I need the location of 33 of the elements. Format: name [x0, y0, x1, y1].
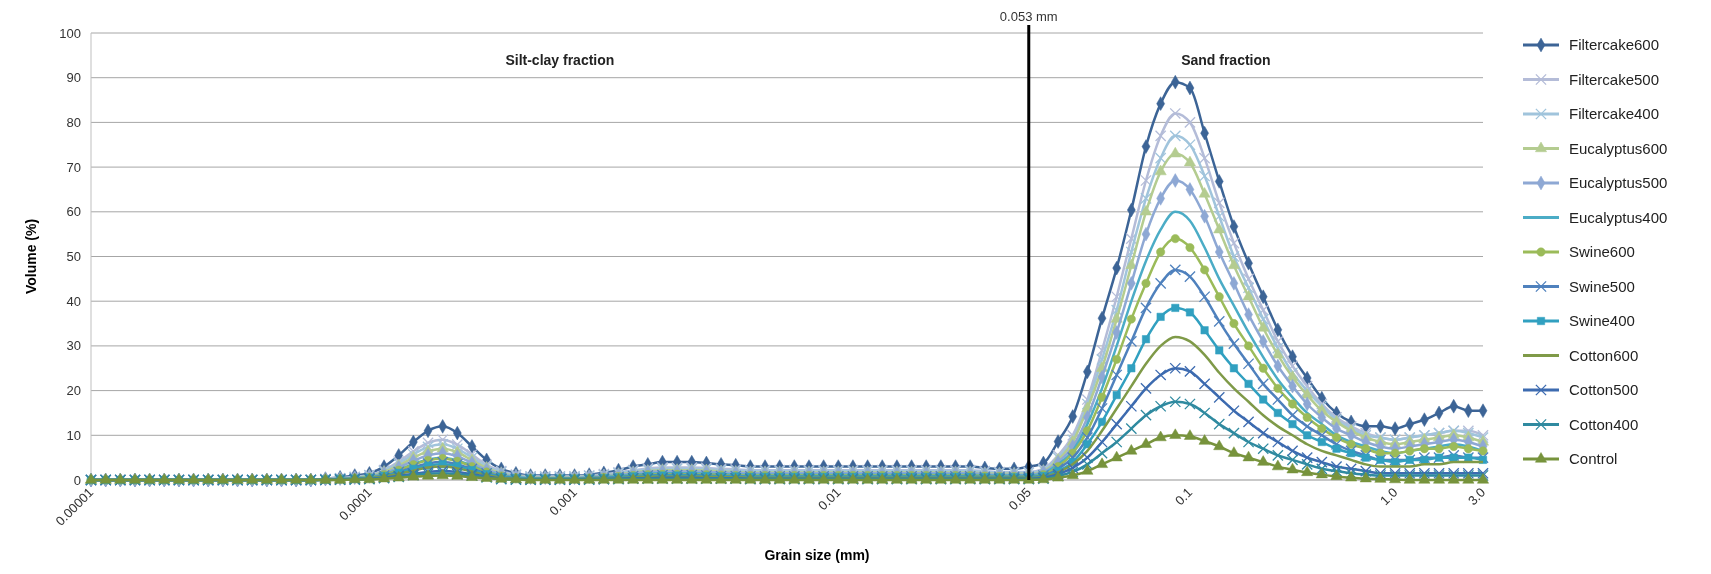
y-tick-label: 90 [66, 70, 81, 86]
legend-label: Eucalyptus500 [1569, 174, 1668, 192]
x-axis-title: Grain size (mm) [764, 547, 870, 563]
legend-label: Filtercake500 [1569, 70, 1660, 88]
y-tick-label: 30 [66, 338, 81, 354]
annotation: Silt-clay fraction [505, 52, 615, 68]
y-tick-label: 100 [59, 25, 81, 41]
legend-label: Swine400 [1569, 312, 1635, 330]
legend-label: Swine500 [1569, 277, 1635, 295]
legend-label: Cotton500 [1569, 381, 1639, 399]
x-tick-label: 0.01 [815, 484, 844, 514]
legend-label: Filtercake400 [1569, 105, 1660, 123]
y-tick-label: 10 [66, 427, 81, 443]
x-tick-label: 3.0 [1464, 484, 1489, 509]
legend-label: Cotton600 [1569, 346, 1639, 364]
y-axis-title: Volume (%) [23, 218, 39, 295]
y-tick-label: 80 [66, 114, 81, 130]
y-tick-label: 40 [66, 293, 81, 309]
legend-label: Swine600 [1569, 243, 1635, 261]
y-tick-label: 60 [66, 204, 81, 220]
ref-line-label: 0.053 mm [999, 9, 1058, 24]
y-tick-label: 0 [73, 472, 81, 488]
x-tick-label: 1.0 [1377, 484, 1401, 509]
legend-label: Control [1569, 450, 1618, 468]
legend-label: Filtercake600 [1569, 36, 1660, 54]
annotation: Sand fraction [1181, 52, 1271, 68]
legend-label: Eucalyptus600 [1569, 139, 1668, 157]
x-tick-label: 0.1 [1171, 484, 1196, 509]
y-tick-label: 50 [66, 249, 81, 265]
y-tick-label: 70 [66, 159, 81, 175]
legend-label: Cotton400 [1569, 415, 1639, 433]
y-tick-label: 20 [66, 383, 81, 399]
legend-label: Eucalyptus400 [1569, 208, 1668, 226]
